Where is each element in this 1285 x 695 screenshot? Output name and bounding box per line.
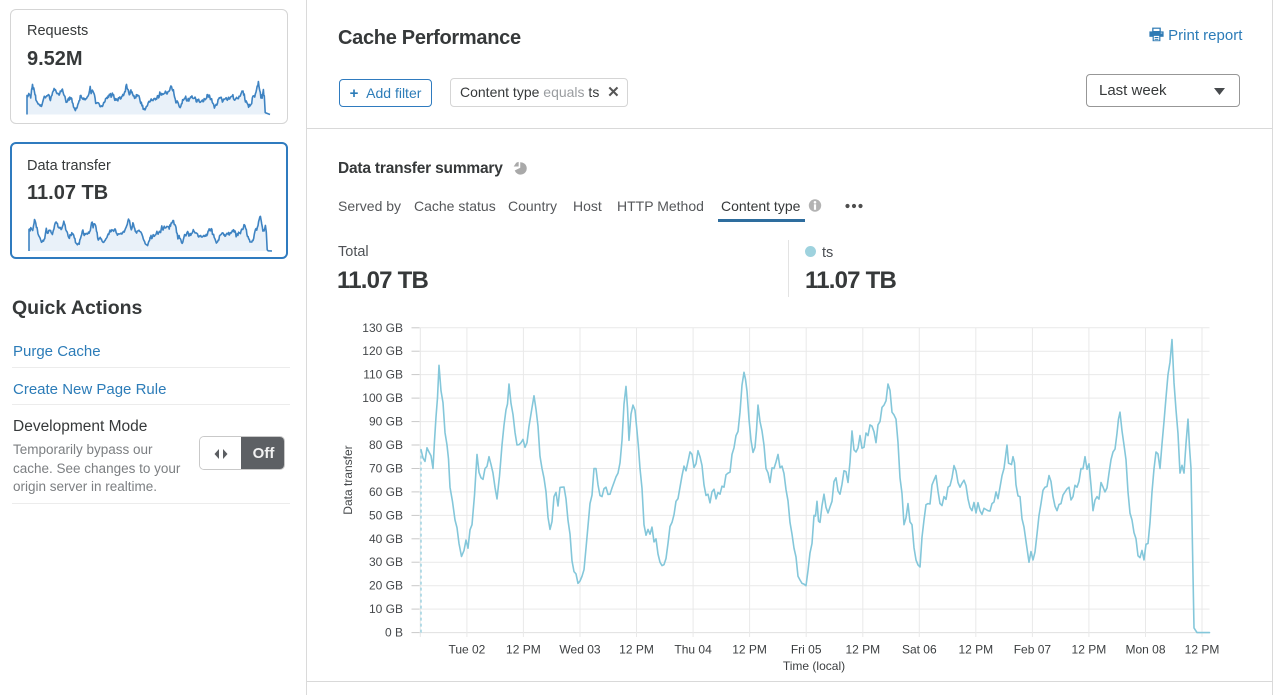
svg-text:Wed 03: Wed 03 [559, 643, 600, 657]
svg-text:12 PM: 12 PM [845, 643, 880, 657]
svg-text:Sat 06: Sat 06 [902, 643, 937, 657]
svg-text:60 GB: 60 GB [369, 485, 403, 499]
svg-text:12 PM: 12 PM [1185, 643, 1220, 657]
svg-text:Mon 08: Mon 08 [1125, 643, 1165, 657]
svg-text:10 GB: 10 GB [369, 602, 403, 616]
svg-text:Feb 07: Feb 07 [1014, 643, 1052, 657]
svg-text:Time (local): Time (local) [783, 659, 845, 673]
svg-text:Tue 02: Tue 02 [448, 643, 485, 657]
svg-text:80 GB: 80 GB [369, 438, 403, 452]
svg-text:Data transfer: Data transfer [341, 445, 355, 514]
svg-text:120 GB: 120 GB [362, 344, 403, 358]
svg-text:12 PM: 12 PM [1072, 643, 1107, 657]
svg-text:12 PM: 12 PM [619, 643, 654, 657]
svg-text:Fri 05: Fri 05 [791, 643, 822, 657]
svg-text:100 GB: 100 GB [362, 391, 403, 405]
svg-text:20 GB: 20 GB [369, 579, 403, 593]
svg-text:70 GB: 70 GB [369, 462, 403, 476]
svg-text:130 GB: 130 GB [362, 321, 403, 335]
svg-text:12 PM: 12 PM [958, 643, 993, 657]
svg-text:40 GB: 40 GB [369, 532, 403, 546]
svg-text:90 GB: 90 GB [369, 415, 403, 429]
svg-text:12 PM: 12 PM [506, 643, 541, 657]
svg-text:0 B: 0 B [385, 626, 403, 640]
svg-text:50 GB: 50 GB [369, 508, 403, 522]
svg-text:30 GB: 30 GB [369, 555, 403, 569]
svg-text:110 GB: 110 GB [363, 368, 403, 382]
svg-text:Thu 04: Thu 04 [674, 643, 712, 657]
svg-text:12 PM: 12 PM [732, 643, 767, 657]
